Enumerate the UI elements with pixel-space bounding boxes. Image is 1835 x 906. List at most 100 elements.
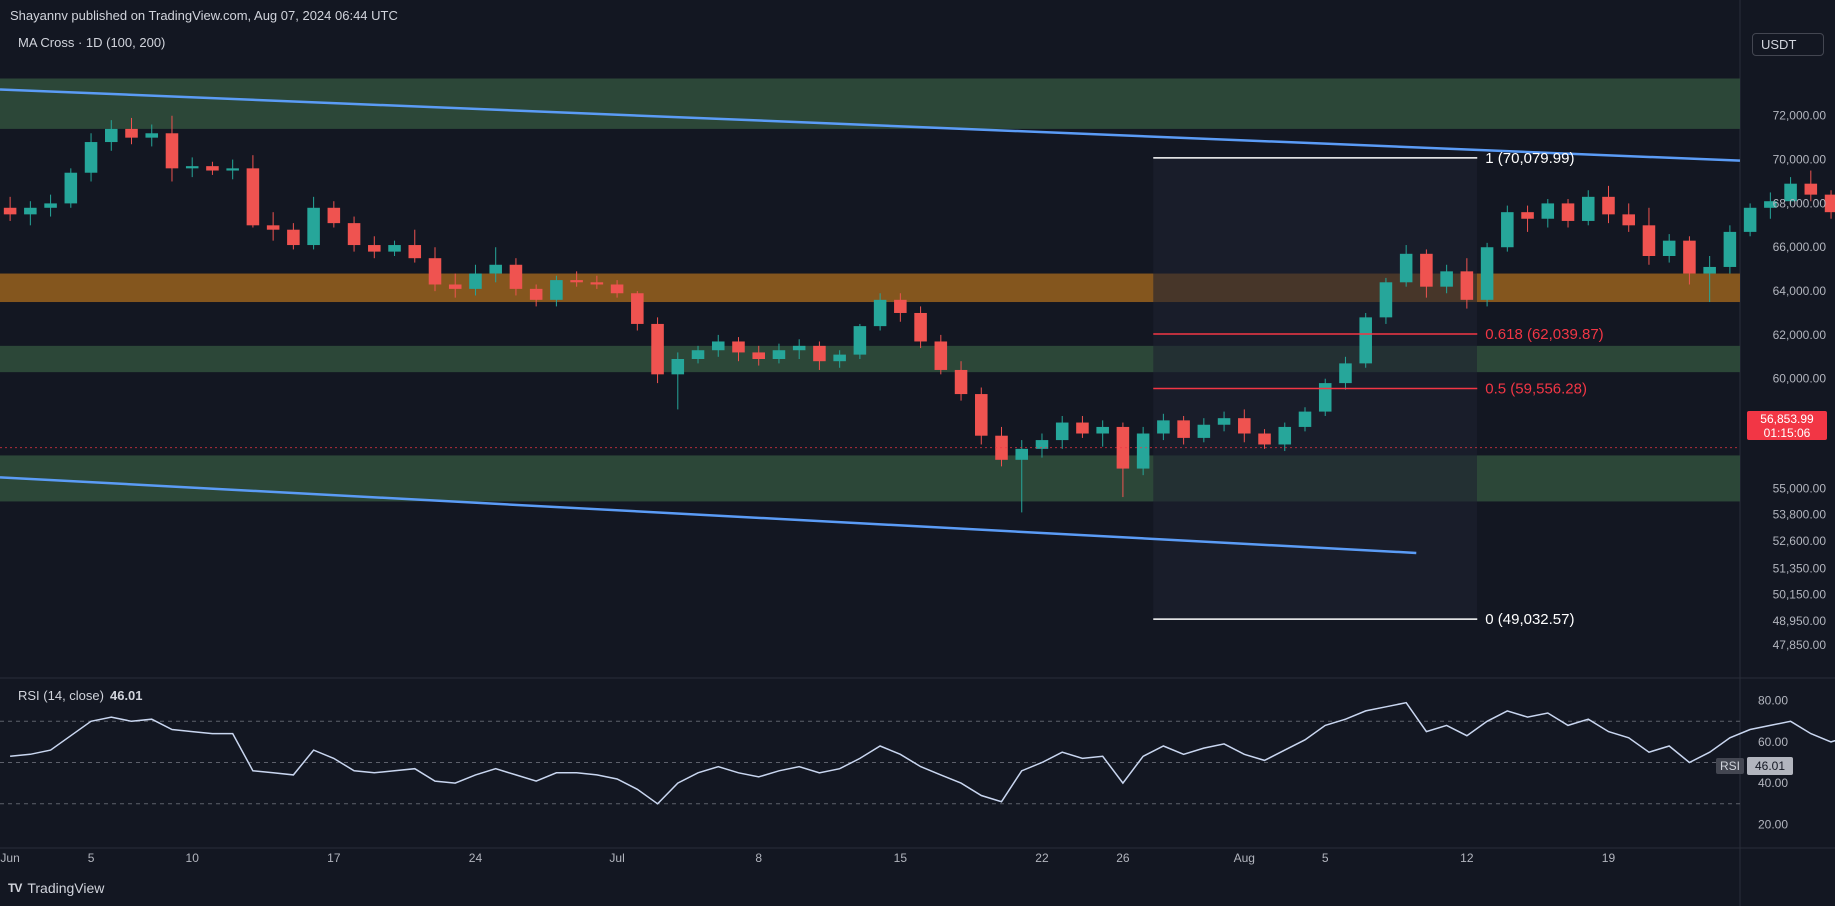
- candle-85: [1723, 225, 1737, 274]
- candle-56: [1136, 426, 1150, 476]
- candle-body-65: [1318, 383, 1332, 412]
- candle-body-55: [1116, 426, 1130, 469]
- rsi-value-badge: 46.01: [1747, 757, 1793, 775]
- candle-body-16: [327, 207, 341, 224]
- candle-47: [954, 361, 968, 401]
- published-header: Shayannv published on TradingView.com, A…: [10, 8, 398, 23]
- candle-body-72: [1460, 271, 1474, 300]
- candle-body-51: [1035, 440, 1049, 449]
- candle-body-21: [428, 258, 442, 285]
- candle-body-22: [448, 284, 462, 289]
- candle-body-78: [1581, 196, 1595, 221]
- candle-88: [1784, 177, 1797, 206]
- candle-body-62: [1258, 433, 1271, 445]
- time-tick-0: Jun: [0, 851, 19, 865]
- candle-body-74: [1501, 212, 1514, 248]
- candle-89: [1804, 170, 1818, 202]
- time-tick-9: 26: [1116, 851, 1130, 865]
- candle-71: [1440, 264, 1453, 294]
- candle-body-46: [934, 341, 948, 370]
- indicator-legend[interactable]: MA Cross · 1D (100, 200): [18, 35, 166, 50]
- candle-body-47: [954, 369, 968, 395]
- candle-body-73: [1480, 247, 1494, 300]
- candle-body-81: [1642, 225, 1656, 256]
- candle-41: [833, 350, 846, 368]
- candle-body-12: [246, 168, 260, 226]
- price-tick-4: 64,000.00: [1773, 284, 1827, 298]
- candle-55: [1116, 422, 1130, 498]
- rsi-legend-value: 46.01: [109, 688, 143, 703]
- candle-body-52: [1055, 422, 1069, 441]
- candle-76: [1541, 199, 1555, 228]
- candle-body-35: [711, 341, 725, 351]
- time-tick-3: 17: [327, 851, 341, 865]
- candle-body-79: [1602, 196, 1615, 215]
- candle-29: [590, 275, 604, 289]
- candle-34: [691, 345, 705, 364]
- candle-body-87: [1764, 201, 1777, 208]
- candle-body-71: [1440, 271, 1453, 287]
- candle-body-53: [1076, 422, 1089, 434]
- candle-body-36: [732, 341, 745, 353]
- candle-35: [711, 334, 725, 357]
- tradingview-brand[interactable]: TV TradingView: [8, 880, 104, 896]
- candle-2: [44, 194, 57, 217]
- candle-16: [327, 201, 341, 228]
- candle-body-25: [509, 264, 523, 289]
- candle-body-27: [550, 280, 563, 300]
- candle-28: [570, 271, 583, 287]
- candle-body-88: [1784, 183, 1797, 202]
- candle-84: [1703, 256, 1716, 303]
- candle-83: [1683, 236, 1696, 285]
- candle-body-66: [1339, 363, 1352, 384]
- candle-body-15: [307, 207, 320, 246]
- candle-body-77: [1561, 203, 1575, 221]
- candle-53: [1076, 415, 1089, 438]
- candle-body-84: [1703, 266, 1716, 274]
- price-tick-14: 47,850.00: [1773, 638, 1827, 652]
- candle-body-37: [752, 352, 765, 359]
- candle-68: [1379, 277, 1393, 324]
- zone-green-0: [0, 78, 1740, 129]
- candle-4: [84, 133, 98, 182]
- candle-26: [529, 284, 543, 307]
- candle-20: [408, 229, 422, 263]
- candle-body-28: [570, 280, 583, 283]
- candle-90: [1824, 190, 1835, 219]
- candle-body-85: [1723, 231, 1737, 267]
- candle-17: [347, 216, 361, 252]
- zone-green-2: [0, 345, 1740, 373]
- candle-body-31: [631, 293, 644, 324]
- candle-58: [1177, 415, 1190, 445]
- candle-body-57: [1157, 420, 1170, 434]
- candle-37: [752, 345, 765, 366]
- time-tick-1: 5: [88, 851, 95, 865]
- candle-body-86: [1743, 207, 1757, 232]
- rsi-legend[interactable]: RSI (14, close) 46.01: [18, 688, 143, 703]
- candle-74: [1501, 205, 1514, 252]
- candle-body-11: [226, 168, 239, 171]
- candle-18: [368, 236, 381, 259]
- last-price-value: 56,853.99: [1760, 412, 1814, 426]
- candle-body-59: [1197, 424, 1211, 438]
- candle-87: [1764, 192, 1777, 219]
- price-tick-12: 50,150.00: [1773, 588, 1827, 602]
- candle-19: [388, 240, 401, 256]
- candle-30: [610, 280, 624, 298]
- candle-body-9: [185, 166, 199, 169]
- candle-11: [226, 159, 239, 180]
- candle-31: [631, 291, 644, 331]
- candle-body-5: [105, 128, 118, 143]
- price-tick-11: 51,350.00: [1773, 561, 1827, 575]
- price-tick-5: 62,000.00: [1773, 328, 1827, 342]
- candle-body-80: [1622, 214, 1635, 226]
- rsi-tick-2: 40.00: [1758, 776, 1788, 790]
- candle-42: [853, 323, 867, 359]
- candle-body-39: [792, 345, 806, 351]
- candle-22: [448, 273, 462, 298]
- candle-36: [732, 337, 745, 362]
- currency-button[interactable]: USDT: [1752, 33, 1824, 56]
- candle-body-30: [610, 284, 624, 294]
- candle-14: [287, 223, 300, 250]
